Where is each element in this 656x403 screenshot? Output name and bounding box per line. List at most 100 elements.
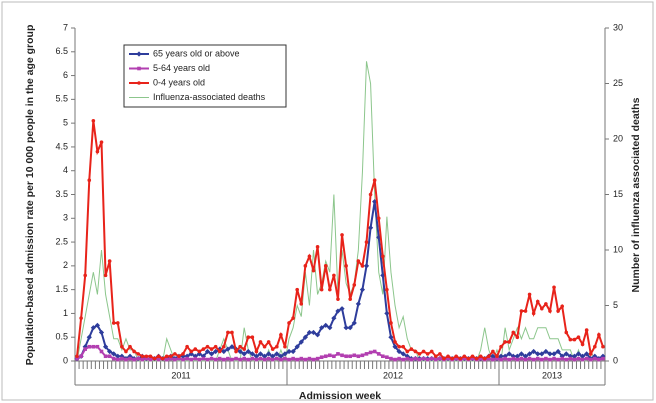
point [523,357,528,362]
point [491,357,495,362]
point [580,357,585,362]
y-tick-label: 2.5 [55,236,68,246]
point [95,344,100,349]
y2-tick-label: 0 [613,355,618,365]
point [515,357,520,362]
point [226,330,230,335]
point [279,357,283,362]
point [99,349,104,354]
point [593,356,597,361]
point [241,351,247,357]
point [124,349,128,354]
point [384,310,390,317]
point [372,199,378,205]
point [124,357,128,362]
point [291,316,295,320]
point [128,356,132,361]
point [363,263,370,269]
point [364,240,369,244]
point [442,356,446,361]
point [568,356,573,361]
point [368,350,373,355]
point [299,356,304,361]
point [360,353,365,358]
point [555,348,561,355]
point [306,329,313,336]
point [506,351,512,357]
y-tick-label: 5.5 [55,94,68,104]
point [429,349,434,354]
point [278,353,284,359]
point [213,348,219,355]
point [303,264,308,268]
point [242,347,246,351]
point [421,356,426,361]
point [328,353,332,358]
point [531,348,537,355]
point [425,357,430,362]
point [355,301,361,307]
point [95,149,100,154]
point [348,354,352,359]
point [552,356,556,361]
point [234,349,238,354]
point [421,349,426,354]
point [250,335,255,340]
point [274,351,280,357]
point [169,356,173,361]
point [380,272,386,278]
y2-tick-label: 5 [613,300,618,310]
point [290,348,296,355]
point [79,354,83,359]
point [83,273,87,278]
point [197,357,202,362]
point [507,340,511,344]
point [400,351,406,357]
point [588,352,593,356]
point [438,356,442,361]
point [344,264,348,268]
point [156,357,161,362]
point [205,357,210,362]
point [140,354,145,359]
y2-axis-title: Number of influenza associated deaths [630,97,642,292]
point [242,356,246,361]
point [352,283,357,287]
point [266,356,271,361]
point [111,351,117,357]
y2-tick-label: 10 [613,244,623,254]
point [575,351,582,357]
point [148,357,153,362]
point [531,357,536,362]
point [584,356,589,361]
point [356,354,361,359]
point [323,354,328,359]
point [478,356,483,361]
point [470,356,475,361]
point [261,353,268,359]
point [311,268,316,273]
point [531,311,536,316]
point [177,354,181,359]
point [543,348,549,355]
point [490,353,496,359]
point [579,353,586,359]
point [470,354,475,359]
point [98,329,105,336]
point [601,356,605,361]
point [291,356,295,361]
point [217,346,223,352]
point [487,354,491,359]
point [526,351,533,357]
point [164,357,169,362]
y-axis-title: Population-based admission rate per 10 0… [24,25,36,366]
point [319,355,324,359]
point [511,330,516,335]
y-tick-label: 3.5 [55,189,68,199]
point [417,357,422,362]
point [102,344,109,350]
point [213,344,218,349]
point [107,348,113,355]
point [539,351,545,357]
